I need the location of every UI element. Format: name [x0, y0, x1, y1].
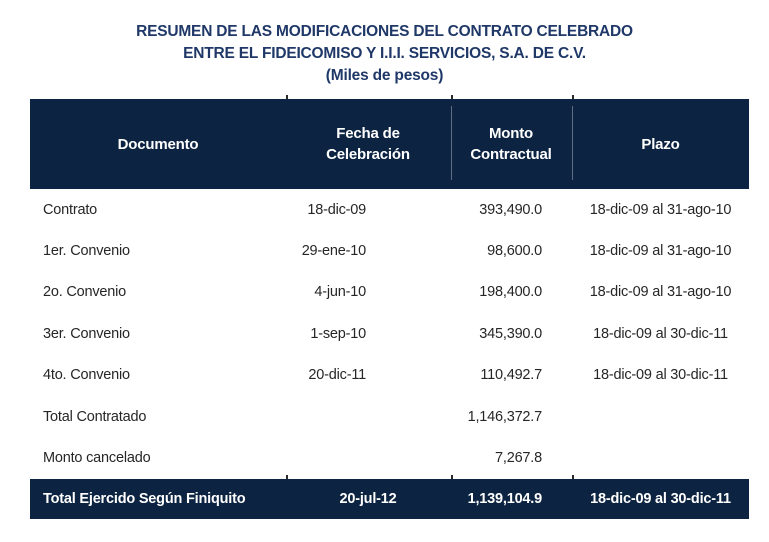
cell-plazo — [572, 396, 749, 437]
table-header-row: Documento Fecha de Celebración Monto Con… — [30, 99, 749, 189]
table-row-monto-cancelado: Monto cancelado 7,267.8 — [30, 437, 749, 478]
footer-cell-documento: Total Ejercido Según Finiquito — [43, 491, 246, 507]
cell-plazo — [572, 437, 749, 478]
cell-documento: 1er. Convenio — [43, 243, 130, 260]
cell-fecha: 29-ene-10 — [301, 243, 367, 260]
cell-fecha: 18-dic-09 — [307, 201, 366, 218]
footer-cell-fecha: 20-jul-12 — [339, 491, 397, 507]
table-footer-row-total-ejercido: Total Ejercido Según Finiquito 20-jul-12… — [30, 479, 749, 519]
cell-monto: 345,390.0 — [479, 325, 542, 342]
title-line-1: RESUMEN DE LAS MODIFICACIONES DEL CONTRA… — [136, 23, 633, 40]
header-column-separator — [451, 106, 452, 180]
cell-monto: 393,490.0 — [479, 201, 542, 218]
table-row-total-contratado: Total Contratado 1,146,372.7 — [30, 396, 749, 437]
cell-documento: Contrato — [43, 201, 98, 218]
table-row-3er-convenio: 3er. Convenio 1-sep-10 345,390.0 18-dic-… — [30, 313, 749, 354]
cell-monto: 7,267.8 — [495, 450, 542, 467]
title-line-3: (Miles de pesos) — [325, 67, 444, 84]
cell-plazo: 18-dic-09 al 31-ago-10 — [589, 284, 732, 301]
header-cell-monto-contractual: Monto Contractual — [470, 125, 552, 163]
table-row-contrato: Contrato 18-dic-09 393,490.0 18-dic-09 a… — [30, 189, 749, 230]
column-tick — [286, 95, 288, 99]
cell-plazo: 18-dic-09 al 31-ago-10 — [589, 201, 732, 218]
header-cell-plazo: Plazo — [641, 135, 680, 153]
table-row-4to-convenio: 4to. Convenio 20-dic-11 110,492.7 18-dic… — [30, 355, 749, 396]
cell-monto: 1,146,372.7 — [467, 408, 543, 425]
title-line-2: ENTRE EL FIDEICOMISO Y I.I.I. SERVICIOS,… — [183, 45, 586, 62]
cell-documento: Monto cancelado — [43, 450, 151, 467]
column-tick — [572, 475, 574, 479]
footer-cell-plazo: 18-dic-09 al 30-dic-11 — [590, 491, 731, 507]
table-row-1er-convenio: 1er. Convenio 29-ene-10 98,600.0 18-dic-… — [30, 230, 749, 271]
cell-fecha: 1-sep-10 — [310, 325, 366, 342]
cell-fecha — [286, 396, 450, 437]
cell-documento: Total Contratado — [43, 408, 147, 425]
cell-fecha — [286, 437, 450, 478]
cell-fecha: 4-jun-10 — [314, 284, 366, 301]
cell-plazo: 18-dic-09 al 30-dic-11 — [593, 325, 728, 342]
cell-monto: 110,492.7 — [480, 367, 542, 384]
column-tick — [451, 95, 453, 99]
header-column-separator — [572, 106, 573, 180]
contract-modifications-table: Documento Fecha de Celebración Monto Con… — [30, 95, 749, 519]
cell-documento: 3er. Convenio — [43, 325, 130, 342]
cell-documento: 2o. Convenio — [43, 284, 127, 301]
cell-plazo: 18-dic-09 al 31-ago-10 — [589, 243, 732, 260]
cell-plazo: 18-dic-09 al 30-dic-11 — [593, 367, 728, 384]
table-row-2o-convenio: 2o. Convenio 4-jun-10 198,400.0 18-dic-0… — [30, 272, 749, 313]
cell-documento: 4to. Convenio — [43, 367, 130, 384]
cell-monto: 198,400.0 — [479, 284, 542, 301]
header-cell-documento: Documento — [117, 135, 199, 153]
column-tick — [451, 475, 453, 479]
header-cell-fecha-celebracion: Fecha de Celebración — [326, 125, 410, 163]
column-tick — [572, 95, 574, 99]
cell-monto: 98,600.0 — [487, 243, 542, 260]
footer-cell-monto: 1,139,104.9 — [467, 491, 543, 507]
column-tick — [286, 475, 288, 479]
cell-fecha: 20-dic-11 — [308, 367, 366, 384]
table-body: Contrato 18-dic-09 393,490.0 18-dic-09 a… — [30, 189, 749, 479]
document-title: RESUMEN DE LAS MODIFICACIONES DEL CONTRA… — [0, 21, 769, 87]
